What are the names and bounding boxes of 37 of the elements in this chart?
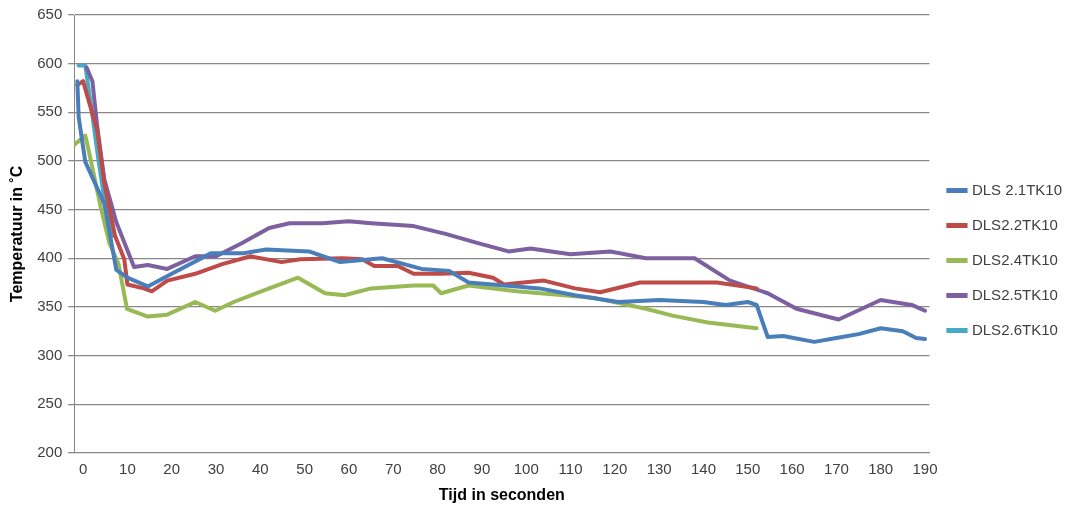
x-tick-label: 10 [119,459,136,477]
y-tick-label: 650 [37,5,63,23]
x-tick-label: 140 [690,459,716,477]
x-tick-label: 20 [163,459,181,477]
x-tick-label: 50 [296,459,313,477]
y-axis-title: Temperatuur in ˚C [8,165,26,303]
y-tick-label: 200 [37,442,63,460]
y-tick-label: 550 [37,102,63,120]
x-tick-label: 150 [735,459,761,477]
x-tick-label: 170 [823,459,849,477]
x-tick-label: 40 [251,459,269,477]
x-tick-label: 100 [513,459,539,477]
legend-label: DLS2.2TK10 [971,215,1058,233]
y-tick-label: 500 [37,151,63,169]
legend-label: DLS2.4TK10 [971,250,1058,268]
x-axis-title: Tijd in seconden [438,485,565,503]
x-tick-label: 0 [78,459,88,477]
legend-label: DLS2.6TK10 [971,320,1058,338]
x-tick-label: 160 [779,459,805,477]
x-tick-label: 110 [558,459,583,477]
x-tick-label: 60 [340,459,358,477]
x-tick-label: 80 [429,459,446,477]
x-tick-label: 190 [912,459,938,477]
x-tick-label: 30 [207,459,225,477]
x-tick-label: 120 [602,459,628,477]
y-tick-label: 450 [37,199,63,217]
y-tick-label: 400 [37,248,63,266]
x-tick-label: 70 [384,459,402,477]
x-tick-label: 130 [646,459,672,477]
legend-label: DLS 2.1TK10 [971,180,1063,198]
y-tick-label: 300 [37,345,63,363]
x-tick-label: 90 [473,459,491,477]
x-tick-label: 180 [868,459,894,477]
legend-label: DLS2.5TK10 [971,285,1058,303]
y-tick-label: 350 [37,297,63,315]
y-tick-label: 600 [37,53,63,71]
y-tick-label: 250 [37,394,63,412]
